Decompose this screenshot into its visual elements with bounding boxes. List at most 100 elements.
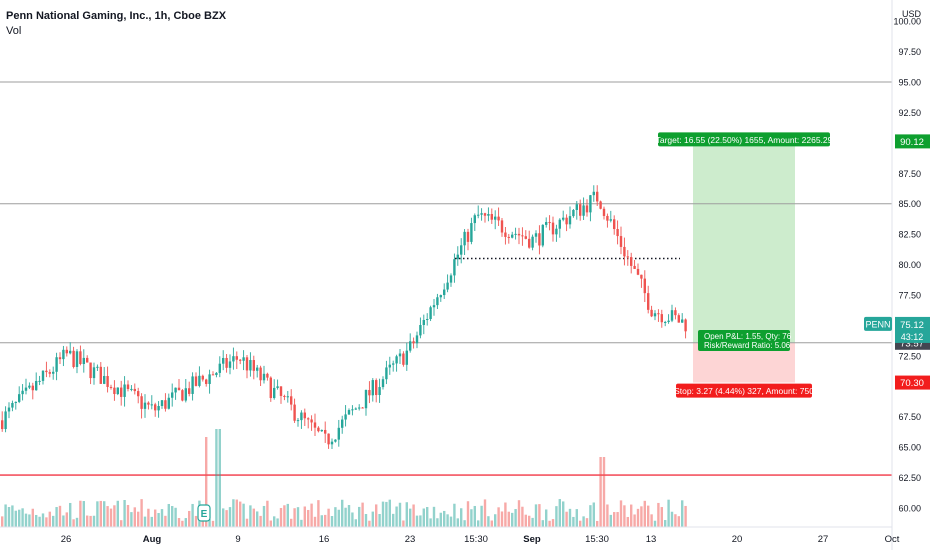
candle-body-31 — [106, 376, 109, 387]
volume-bar-75 — [256, 511, 259, 527]
volume-bar-195 — [664, 520, 667, 527]
time-axis[interactable]: 26 Aug 9 16 23 15:30 Sep 15:30 13 20 27 Oct — [0, 526, 900, 545]
volume-bar-38 — [130, 512, 133, 527]
earnings-marker[interactable]: E — [197, 504, 211, 522]
candle-body-77 — [262, 373, 266, 381]
volume-bar-3 — [11, 505, 14, 527]
candle-body-84 — [286, 396, 289, 398]
candle-body-55 — [188, 388, 191, 394]
volume-bar-168 — [572, 516, 575, 527]
candle-body-65 — [222, 357, 225, 364]
volume-bar-121 — [412, 504, 415, 527]
volume-bar-128 — [436, 518, 439, 527]
candle-body-0 — [1, 420, 4, 430]
candles — [1, 185, 687, 450]
time-axis-ticks: 26 Aug 9 16 23 15:30 Sep 15:30 13 20 27 Oct — [61, 534, 900, 545]
candle-body-143 — [487, 214, 490, 216]
price-axis[interactable]: USD 100.0097.5095.0092.5090.0087.5085.00… — [864, 0, 932, 550]
volume-bar-120 — [409, 508, 412, 527]
x-tick-3: 16 — [319, 534, 330, 545]
last-price-tag-bg — [895, 316, 930, 343]
volume-bar-116 — [395, 506, 398, 527]
volume-bar-47 — [160, 509, 164, 527]
volume-bar-70 — [239, 501, 242, 527]
volume-bar-162 — [551, 519, 555, 527]
volume-bar-160 — [545, 509, 548, 527]
volume-bar-5 — [18, 509, 21, 527]
profit-zone[interactable] — [693, 141, 795, 343]
volume-bar-10 — [35, 514, 38, 527]
y-tick-6: 85.00 — [898, 199, 921, 209]
volume-bar-61 — [208, 519, 211, 527]
volume-bar-179 — [609, 514, 612, 527]
volume-bar-101 — [344, 507, 347, 527]
volume-bar-144 — [490, 520, 493, 527]
volume-bar-118 — [402, 520, 405, 527]
volume-bar-76 — [259, 515, 262, 527]
candle-body-145 — [494, 216, 497, 220]
candle-body-147 — [500, 220, 504, 233]
volume-bar-125 — [426, 507, 429, 527]
volume-bar-108 — [368, 520, 371, 527]
price-axis-background — [892, 0, 932, 550]
candle-body-67 — [228, 361, 232, 368]
candle-body-180 — [613, 219, 616, 230]
volume-bar-86 — [293, 508, 296, 527]
candle-body-71 — [242, 357, 245, 361]
candle-body-20 — [69, 350, 72, 354]
candle-body-128 — [436, 297, 439, 306]
candle-body-108 — [368, 389, 371, 396]
candle-body-103 — [351, 409, 354, 411]
volume-bar-26 — [89, 515, 92, 527]
volume-bar-148 — [504, 502, 507, 527]
volume-bar-57 — [194, 515, 198, 527]
candle-body-26 — [89, 362, 92, 379]
volume-bar-54 — [184, 518, 187, 527]
earnings-marker-box[interactable] — [197, 504, 211, 522]
candle-body-44 — [150, 404, 153, 406]
volume-bar-175 — [596, 520, 599, 527]
candle-body-104 — [354, 408, 357, 410]
volume-bar-87 — [296, 507, 300, 527]
volume-bar-66 — [225, 510, 228, 527]
candle-body-24 — [82, 357, 85, 365]
volume-bar-182 — [619, 500, 623, 527]
candle-body-196 — [667, 320, 670, 322]
candle-body-76 — [259, 367, 262, 381]
candle-body-28 — [96, 366, 99, 368]
risk-reward-label-text: Risk/Reward Ratio: 5.06 — [704, 341, 791, 350]
volume-bar-81 — [276, 518, 279, 527]
volume-bar-96 — [327, 508, 330, 527]
candle-body-155 — [528, 238, 531, 248]
volume-bar-93 — [317, 500, 320, 527]
y-tick-16: 60.00 — [898, 503, 921, 513]
candle-body-171 — [582, 205, 585, 216]
volume-bar-159 — [541, 520, 544, 527]
volume-bar-141 — [480, 505, 483, 527]
candle-body-150 — [511, 234, 514, 238]
candle-body-89 — [303, 412, 306, 419]
candle-body-121 — [412, 341, 415, 344]
volume-bar-127 — [432, 506, 436, 527]
candle-body-161 — [548, 222, 551, 224]
volume-bar-28 — [96, 501, 99, 527]
candle-body-131 — [446, 282, 449, 290]
candle-body-183 — [623, 246, 626, 257]
candle-body-120 — [409, 341, 412, 351]
candle-body-39 — [133, 388, 136, 392]
volume-bar-30 — [103, 501, 106, 527]
candle-body-99 — [337, 427, 340, 440]
candle-body-142 — [483, 213, 487, 216]
volume-bar-12 — [41, 513, 45, 527]
volume-bar-84 — [286, 503, 289, 527]
candle-body-94 — [320, 429, 323, 432]
volume-bar-183 — [623, 505, 626, 527]
candle-body-47 — [160, 400, 164, 407]
y-tick-1: 97.50 — [898, 47, 921, 57]
volume-bar-49 — [167, 503, 170, 527]
volume-bar-27 — [92, 515, 96, 527]
candle-body-9 — [31, 385, 34, 391]
candle-body-78 — [266, 373, 269, 378]
candle-body-4 — [14, 401, 17, 403]
